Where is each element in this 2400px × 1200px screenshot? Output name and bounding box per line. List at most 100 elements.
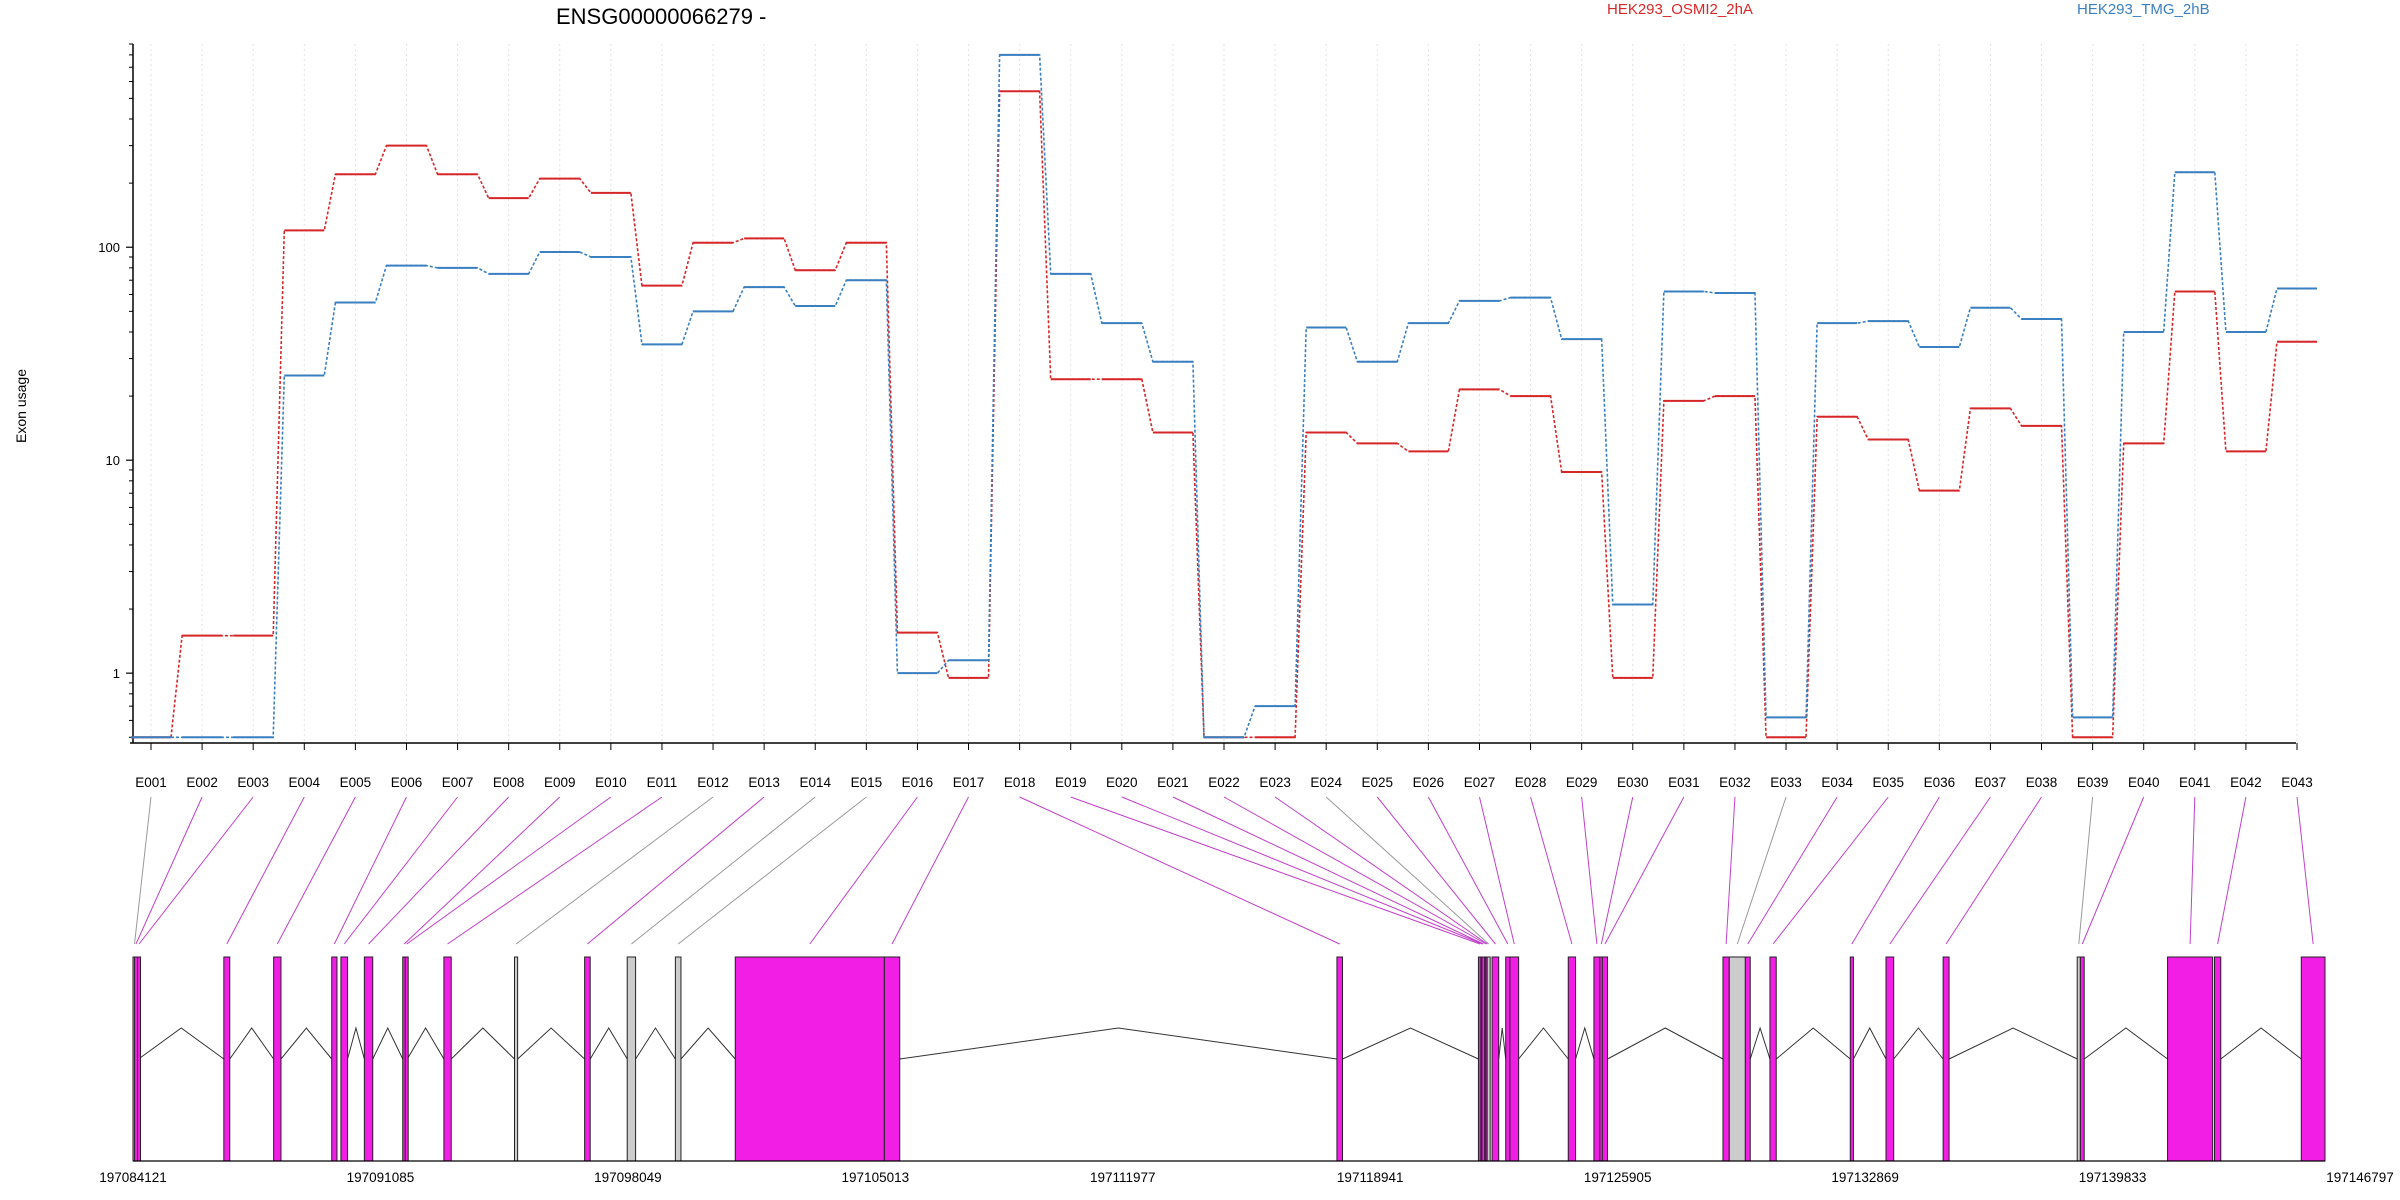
exon-label: E005 — [340, 775, 372, 790]
coordinate-label: 197146797 — [2326, 1170, 2394, 1185]
exon-box — [363, 956, 374, 1162]
intron-line — [635, 1027, 676, 1060]
intron-line — [1893, 1027, 1944, 1060]
intron-line — [1948, 1027, 2078, 1060]
y-tick-label: 10 — [106, 453, 120, 468]
exon-label: E033 — [1770, 775, 1802, 790]
intron-line — [2220, 1027, 2302, 1060]
exon-label: E019 — [1055, 775, 1087, 790]
coordinate-label: 197118941 — [1337, 1170, 1404, 1185]
exon-label: E026 — [1413, 775, 1445, 790]
exon-connector — [134, 796, 152, 945]
coordinate-label: 197132869 — [1831, 1170, 1899, 1185]
exon-box — [513, 956, 519, 1162]
exon-label: E013 — [748, 775, 780, 790]
exon-connector — [891, 796, 969, 945]
exon-box — [1336, 956, 1344, 1162]
exon-connector — [2081, 796, 2145, 945]
exon-label: E021 — [1157, 775, 1189, 790]
intron-line — [1575, 1026, 1595, 1060]
coordinate-label: 197098049 — [594, 1170, 662, 1185]
y-axis-label: Exon usage — [13, 369, 29, 443]
exon-connector — [1772, 796, 1889, 945]
series-lines — [131, 53, 2317, 739]
intron-line — [406, 1027, 445, 1060]
intron-line — [1518, 1027, 1569, 1060]
exon-connector — [515, 796, 714, 945]
exon-label: E031 — [1668, 775, 1700, 790]
x-ticks: E001 E002 E003 E004 E005 E006 E007 E008 E009 E010… — [135, 743, 2313, 790]
exon-connector — [1747, 796, 1838, 945]
y-tick-label: 1 — [113, 666, 120, 681]
exon-box — [443, 956, 452, 1162]
exon-connector — [343, 796, 458, 945]
intron-line — [229, 1027, 275, 1060]
exon-connector — [809, 796, 918, 945]
exon-connector — [2217, 796, 2247, 945]
exon-label: E038 — [2026, 775, 2058, 790]
genomic-coordinates: 197084121 197091085 197098049 197105013 1971… — [99, 1170, 2394, 1185]
exon-label: E037 — [1975, 775, 2007, 790]
exon-connector — [1070, 796, 1481, 945]
exon-label: E007 — [442, 775, 474, 790]
exon-box — [883, 956, 901, 1162]
coordinate-label: 197111977 — [1090, 1170, 1156, 1185]
exon-label: E027 — [1464, 775, 1496, 790]
intron-line — [1775, 1027, 1851, 1060]
exon-label: E023 — [1259, 775, 1291, 790]
exon-connector — [1851, 796, 1940, 945]
exon-connector — [1376, 796, 1496, 945]
exon-connector — [1427, 796, 1509, 945]
coordinate-label: 197125905 — [1584, 1170, 1652, 1185]
exon-box — [1769, 956, 1777, 1162]
exon-label: E039 — [2077, 775, 2109, 790]
exon-box — [1567, 956, 1577, 1162]
exon-connector — [226, 796, 305, 945]
exon-connector — [1274, 796, 1488, 945]
exon-box — [626, 956, 637, 1162]
exon-label: E029 — [1566, 775, 1598, 790]
exon-connector — [631, 796, 816, 945]
exon-connectors — [134, 796, 2314, 945]
exon-label: E003 — [237, 775, 269, 790]
exon-label: E030 — [1617, 775, 1649, 790]
exon-label: E006 — [391, 775, 423, 790]
exon-connector — [1478, 796, 1515, 945]
exon-connector — [2078, 796, 2094, 945]
axes — [130, 44, 2296, 744]
coordinate-label: 197105013 — [842, 1170, 910, 1185]
exon-label: E016 — [902, 775, 934, 790]
legend-entry-tmg: HEK293_TMG_2hB — [2077, 1, 2210, 18]
exon-label: E018 — [1004, 775, 1036, 790]
exon-box — [674, 956, 682, 1162]
intron-line — [1342, 1027, 1479, 1060]
exon-label: E042 — [2230, 775, 2262, 790]
coordinate-label: 197084121 — [99, 1170, 167, 1185]
exon-label: E043 — [2281, 775, 2313, 790]
intron-line — [347, 1026, 365, 1060]
exon-connector — [406, 796, 612, 945]
exon-connector — [587, 796, 765, 945]
exon-box — [2213, 956, 2222, 1162]
exon-label: E032 — [1719, 775, 1751, 790]
intron-line — [517, 1027, 585, 1060]
exon-connector — [1581, 796, 1598, 945]
exon-label: E001 — [135, 775, 167, 790]
exon-box — [2300, 956, 2326, 1162]
exon-box — [1722, 956, 1730, 1162]
exon-connector — [2296, 796, 2314, 945]
exon-box — [584, 956, 591, 1162]
exon-connector — [135, 796, 203, 945]
exon-connector — [1172, 796, 1484, 945]
exon-box — [1885, 956, 1895, 1162]
exon-connector — [138, 796, 254, 945]
exon-box — [2079, 956, 2085, 1162]
exon-box — [1744, 956, 1751, 1162]
exon-box — [340, 956, 349, 1162]
exon-label: E034 — [1821, 775, 1853, 790]
exon-label: E002 — [186, 775, 218, 790]
exon-label: E020 — [1106, 775, 1138, 790]
exon-box — [1486, 956, 1491, 1162]
exon-label: E010 — [595, 775, 627, 790]
